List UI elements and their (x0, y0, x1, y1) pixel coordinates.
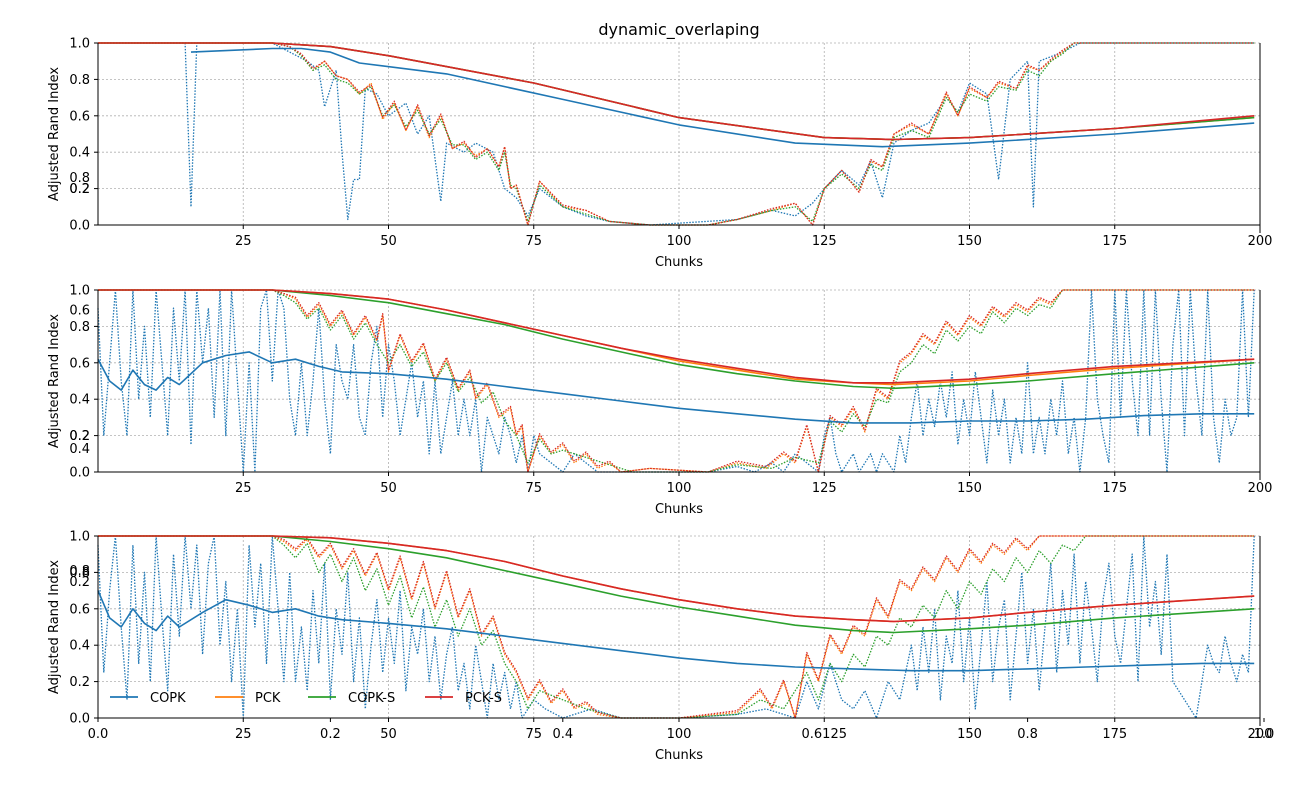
y-tick-label: 1.0 (69, 530, 90, 545)
y-tick-label: 0.4 (69, 639, 90, 654)
smooth-line-pck-s (98, 289, 1255, 384)
raw-line-copk (98, 42, 1255, 226)
y-tick-label: 0.2 (69, 429, 90, 444)
x-tick-label: 25 (235, 727, 252, 742)
x-tick-label: 75 (525, 234, 542, 249)
x-tick-label: 1.0 (1254, 727, 1275, 742)
x-tick-label: 75 (525, 481, 542, 496)
y-tick-label: 0.0 (69, 712, 90, 727)
legend-label-copk: COPK (150, 691, 186, 706)
smooth-line-copk (97, 351, 1255, 424)
x-tick-label: 0.8 (1017, 727, 1038, 742)
smooth-line-pck (98, 289, 1255, 386)
y-tick-label: 0.6 (69, 602, 90, 617)
x-tick-label: 25 (235, 481, 252, 496)
x-tick-label: 175 (1102, 727, 1127, 742)
y-tick-label: 0.8 (69, 171, 90, 186)
y-tick-label: 0.2 (69, 575, 90, 590)
raw-line-copk (97, 289, 1255, 473)
chart-panel-2: 0.00.20.40.60.81.00.60.20.425 50 75 100 125 1… (47, 284, 1272, 518)
raw-line-copk (97, 535, 1255, 719)
x-tick-label: 50 (380, 481, 397, 496)
x-tick-label: 100 (667, 234, 692, 249)
legend-label-copk-s: COPK-S (348, 691, 395, 706)
y-tick-label: 0.0 (69, 219, 90, 234)
figure-title: dynamic_overlaping (598, 20, 759, 40)
raw-line-copk-s (98, 289, 1255, 473)
x-tick-label: 50 (380, 234, 397, 249)
x-tick-label: 200 (1248, 481, 1273, 496)
x-tick-label: 0.6125 (802, 727, 848, 742)
smooth-line-pck-s (98, 42, 1255, 141)
chart-panel-1: 0.00.20.40.60.81.00.80.225 50 75 100 125 150 1… (47, 37, 1272, 271)
y-tick-label: 0.4 (69, 442, 90, 457)
x-tick-label: 100 (667, 481, 692, 496)
y-axis-label: Adjusted Rand Index (47, 314, 62, 448)
y-tick-label: 0.2 (69, 429, 90, 444)
raw-line-pck (98, 42, 1255, 226)
y-axis-label: Adjusted Rand Index (47, 560, 62, 694)
x-tick-label: 25 (235, 234, 252, 249)
x-tick-label: 125 (812, 481, 837, 496)
raw-line-pck (98, 535, 1255, 719)
legend-label-pck-s: PCK-S (465, 691, 502, 706)
y-tick-label: 0.6 (69, 304, 90, 319)
chart-panel-3: 0.00.20.40.60.81.00.20.80.0 25 0.2 50 75 0.4 1… (47, 530, 1274, 764)
smooth-line-copk (190, 47, 1255, 148)
raw-line-copk-s (98, 535, 1255, 719)
x-tick-label: 50 (380, 727, 397, 742)
x-tick-label: 150 (957, 481, 982, 496)
y-tick-label: 0.6 (69, 109, 90, 124)
legend-label-pck: PCK (255, 691, 281, 706)
x-tick-label: 0.0 (88, 727, 109, 742)
x-tick-label: 0.2 (320, 727, 341, 742)
smooth-line-pck-s (98, 535, 1255, 623)
y-tick-label: 1.0 (69, 37, 90, 52)
x-tick-label: 75 (525, 727, 542, 742)
y-tick-label: 0.4 (69, 146, 90, 161)
y-tick-label: 1.0 (69, 284, 90, 299)
raw-line-copk-s (98, 42, 1255, 226)
x-tick-label: 175 (1102, 481, 1127, 496)
raw-line-pck (98, 289, 1255, 473)
x-tick-label: 150 (957, 727, 982, 742)
x-axis-label: Chunks (655, 255, 703, 270)
y-tick-label: 0.4 (69, 393, 90, 408)
y-tick-label: 0.8 (69, 566, 90, 581)
legend: COPK PCK COPK-S PCK-S (110, 691, 502, 706)
y-tick-label: 0.0 (69, 466, 90, 481)
x-tick-label: 200 (1248, 727, 1273, 742)
x-tick-label: 200 (1248, 234, 1273, 249)
x-tick-label: 0.4 (552, 727, 573, 742)
smooth-line-copk-s (98, 535, 1255, 634)
smooth-line-copk-s (98, 289, 1255, 390)
y-tick-label: 0.6 (69, 356, 90, 371)
x-tick-label: 175 (1102, 234, 1127, 249)
x-tick-label: 150 (957, 234, 982, 249)
raw-line-pck-s (98, 535, 1255, 719)
y-tick-label: 0.2 (69, 182, 90, 197)
raw-line-pck-s (98, 289, 1255, 473)
y-axis-label: Adjusted Rand Index (47, 67, 62, 201)
smooth-line-copk (97, 590, 1255, 672)
y-tick-label: 0.8 (69, 320, 90, 335)
y-tick-label: 0.2 (69, 675, 90, 690)
x-tick-label: 125 (812, 234, 837, 249)
y-tick-label: 0.8 (69, 564, 90, 579)
y-tick-label: 0.8 (69, 73, 90, 88)
raw-line-pck-s (98, 42, 1255, 226)
x-tick-label: 100 (667, 727, 692, 742)
x-axis-label: Chunks (655, 748, 703, 763)
x-axis-label: Chunks (655, 502, 703, 517)
y-tick-label: 0.2 (69, 182, 90, 197)
